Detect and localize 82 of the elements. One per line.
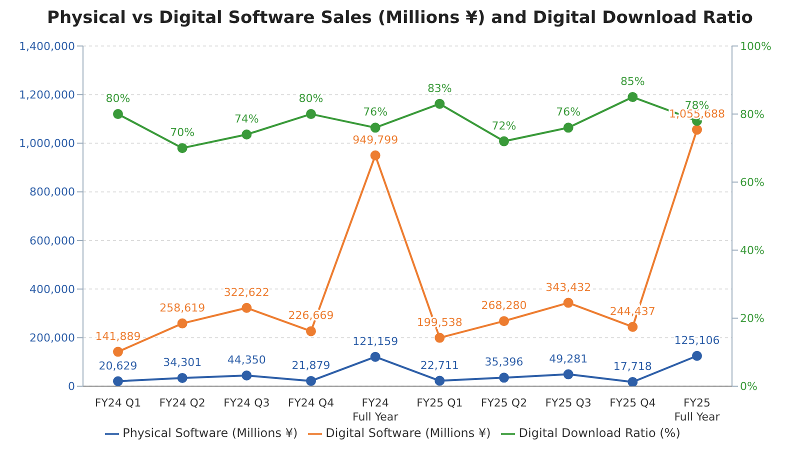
y-tick-label: 1,400,000: [19, 40, 75, 53]
point: [499, 372, 509, 383]
point: [499, 136, 509, 146]
data-label: 258,619: [160, 301, 206, 314]
data-label: 35,396: [484, 356, 524, 369]
data-label: 949,799: [352, 133, 398, 146]
legend-label: Physical Software (Millions ¥): [122, 426, 298, 440]
data-label: 20,629: [98, 359, 138, 372]
x-tick-label: FY24 Q3: [224, 396, 270, 410]
data-label: 76%: [556, 106, 581, 119]
data-label: 141,889: [95, 330, 141, 343]
data-label: 17,718: [613, 360, 652, 373]
point: [242, 302, 252, 313]
x-tick-label: FY25 Q3: [545, 396, 592, 410]
x-tick-label: FY25 Full Year: [674, 396, 720, 424]
point: [177, 143, 188, 154]
data-label: 343,432: [546, 280, 592, 294]
point: [628, 92, 638, 102]
y2-tick-label: 0%: [740, 380, 758, 394]
y-tick-label: 400,000: [30, 282, 75, 296]
data-label: 70%: [170, 126, 195, 140]
x-tick-label: FY25 Q1: [416, 396, 463, 410]
y-tick-label: 600,000: [30, 234, 75, 248]
point: [434, 332, 445, 343]
data-label: 76%: [363, 106, 388, 119]
point: [692, 124, 702, 135]
x-tick-label: FY25 Q4: [610, 396, 656, 410]
point: [370, 352, 380, 362]
point: [499, 316, 509, 326]
legend-label: Digital Software (Millions ¥): [326, 426, 491, 440]
y2-tick-label: 100%: [740, 40, 772, 53]
point: [242, 370, 252, 380]
point: [692, 350, 702, 361]
x-tick-label: FY24 Full Year: [352, 396, 399, 424]
point: [370, 150, 380, 160]
point: [177, 318, 188, 328]
point: [113, 109, 123, 120]
point: [563, 369, 574, 380]
point: [628, 376, 638, 386]
data-label: 121,159: [352, 334, 398, 348]
point: [563, 122, 574, 133]
data-label: 74%: [234, 112, 259, 126]
y2-tick-label: 20%: [740, 312, 764, 326]
data-label: 80%: [298, 92, 324, 106]
point: [434, 98, 445, 109]
data-label: 44,350: [227, 354, 266, 366]
point: [113, 376, 123, 386]
data-label: 83%: [427, 82, 452, 95]
x-tick-label: FY24 Q1: [94, 396, 142, 410]
chart-title: Physical vs Digital Software Sales (Millions ¥) and Digital Download Ratio: [46, 8, 754, 28]
y-tick-label: 0: [68, 380, 75, 394]
point: [242, 129, 252, 140]
data-label: 322,622: [224, 286, 270, 299]
y-tick-label: 200,000: [30, 332, 75, 345]
y-tick-label: 1,200,000: [19, 88, 75, 102]
data-label: 80%: [106, 92, 130, 106]
point: [306, 376, 316, 386]
point: [306, 109, 316, 120]
y-tick-label: 1,000,000: [19, 137, 75, 150]
data-label: 34,301: [163, 356, 202, 369]
data-label: 21,879: [292, 358, 330, 372]
data-label: 49,281: [549, 352, 588, 366]
data-label: 85%: [620, 75, 645, 88]
y-tick-label: 800,000: [30, 186, 75, 199]
point: [306, 326, 316, 336]
legend-label: Digital Download Ratio (%): [518, 426, 680, 440]
point: [563, 298, 574, 308]
data-label: 125,106: [674, 334, 720, 347]
point: [434, 376, 445, 386]
data-label: 72%: [492, 119, 516, 132]
point: [370, 122, 380, 133]
x-tick-label: FY25 Q2: [480, 396, 528, 410]
point: [113, 346, 123, 357]
x-tick-label: FY24 Q4: [288, 396, 334, 410]
data-label: 22,711: [420, 358, 459, 372]
y2-tick-label: 80%: [740, 108, 764, 121]
point: [628, 322, 638, 332]
data-label: 268,280: [481, 299, 527, 312]
y2-tick-label: 40%: [740, 244, 764, 258]
x-tick-label: FY24 Q2: [159, 396, 206, 410]
point: [177, 372, 188, 383]
y2-tick-label: 60%: [740, 176, 764, 190]
